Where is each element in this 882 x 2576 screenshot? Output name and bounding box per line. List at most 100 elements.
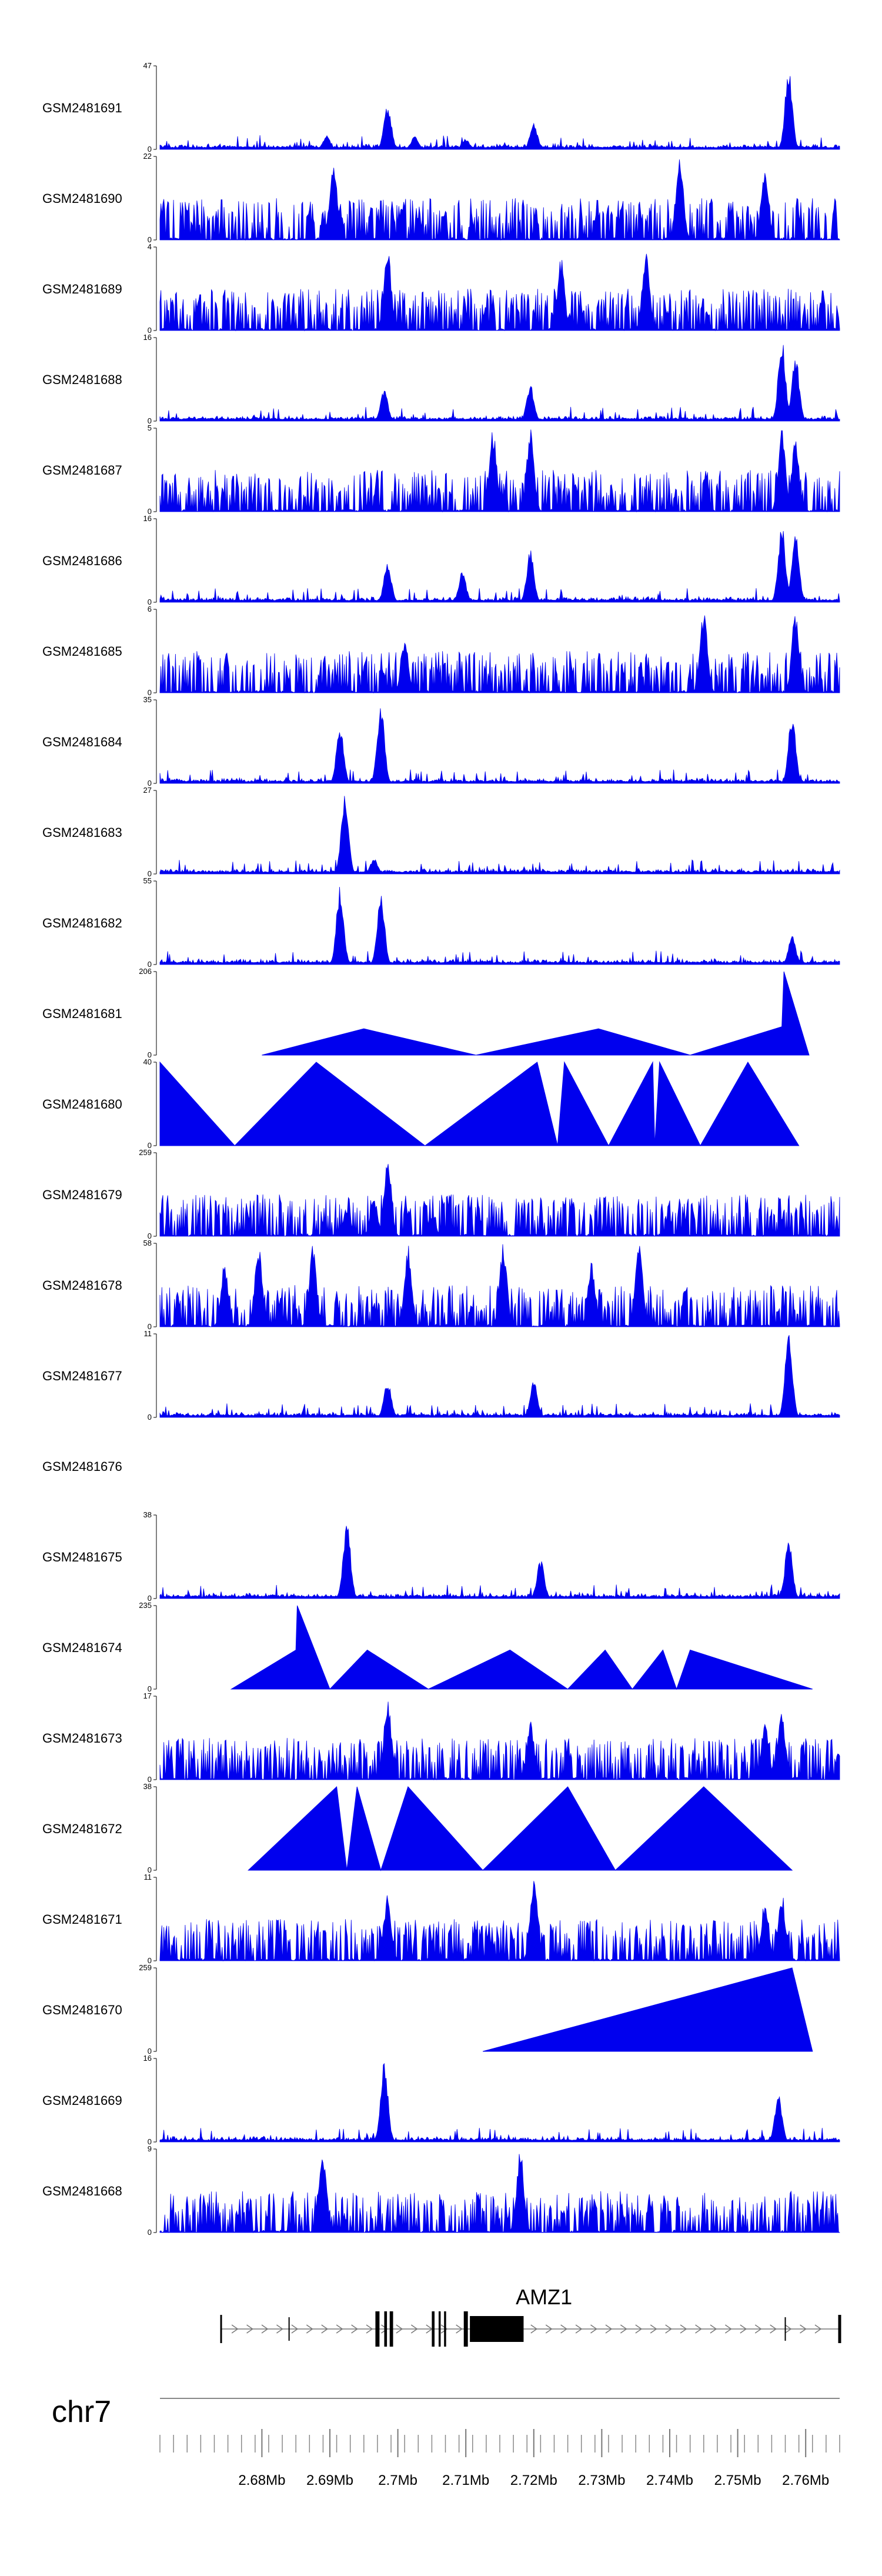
- y-axis-max-label: 16: [143, 2054, 152, 2063]
- coverage-area: [159, 615, 840, 694]
- strand-arrow: [800, 2324, 807, 2334]
- coverage-area: [159, 1244, 840, 1327]
- track-label: GSM2481673: [42, 1731, 122, 1746]
- coverage-area: [248, 1786, 793, 1871]
- axis-tick-label: 2.68Mb: [238, 2472, 285, 2488]
- strand-arrow: [620, 2324, 627, 2334]
- strand-arrow: [770, 2324, 777, 2334]
- y-axis-zero-label: 0: [148, 235, 152, 244]
- strand-arrow: [814, 2324, 822, 2334]
- strand-arrow: [740, 2324, 747, 2334]
- track-panels: GSM2481691470GSM2481690220GSM248168940GS…: [42, 61, 840, 2237]
- y-axis-zero-label: 0: [148, 1413, 152, 1422]
- y-axis-max-label: 16: [143, 333, 152, 342]
- strand-arrow: [306, 2324, 313, 2334]
- coverage-area: [159, 708, 840, 784]
- strand-arrow: [545, 2324, 553, 2334]
- track-GSM2481679: GSM2481679 259 0: [42, 1148, 840, 1240]
- track-label: GSM2481688: [42, 372, 122, 387]
- track-label: GSM2481670: [42, 2003, 122, 2017]
- y-axis-max-label: 235: [139, 1601, 152, 1610]
- track-label: GSM2481681: [42, 1006, 122, 1021]
- gene-exon: [470, 2316, 524, 2342]
- track-label: GSM2481682: [42, 916, 122, 930]
- y-axis-max-label: 259: [139, 1148, 152, 1157]
- coverage-area: [159, 345, 840, 422]
- strand-arrow: [710, 2324, 717, 2334]
- track-label: GSM2481685: [42, 644, 122, 659]
- y-axis-zero-label: 0: [148, 2137, 152, 2146]
- y-axis-zero-label: 0: [148, 416, 152, 425]
- y-axis-zero-label: 0: [148, 2228, 152, 2237]
- strand-arrow: [336, 2324, 343, 2334]
- coverage-area: [159, 429, 840, 513]
- coverage-area: [159, 530, 840, 603]
- y-axis-max-label: 35: [143, 695, 152, 704]
- axis-tick-label: 2.72Mb: [510, 2472, 557, 2488]
- y-axis-zero-label: 0: [148, 779, 152, 788]
- strand-arrow: [396, 2324, 403, 2334]
- gene-exon: [384, 2311, 387, 2347]
- genome-axis: chr7 2.68Mb 2.69Mb 2.7Mb 2.71Mb 2.72Mb 2.73Mb 2…: [52, 2395, 840, 2488]
- coverage-area: [159, 1526, 840, 1599]
- y-axis-max-label: 40: [143, 1057, 152, 1066]
- strand-arrow: [366, 2324, 373, 2334]
- track-GSM2481677: GSM2481677 11 0: [42, 1329, 840, 1422]
- track-GSM2481684: GSM2481684 35 0: [42, 695, 840, 788]
- strand-arrow: [351, 2324, 358, 2334]
- gene-name-label: AMZ1: [516, 2285, 572, 2309]
- track-GSM2481673: GSM2481673 17 0: [42, 1691, 840, 1784]
- y-axis-max-label: 4: [148, 242, 152, 251]
- track-label: GSM2481684: [42, 735, 122, 749]
- strand-arrow: [680, 2324, 687, 2334]
- strand-arrow: [560, 2324, 567, 2334]
- gene-exon: [438, 2311, 441, 2347]
- track-label: GSM2481676: [42, 1459, 122, 1474]
- track-label: GSM2481679: [42, 1187, 122, 1202]
- coverage-area: [159, 796, 840, 875]
- coverage-area: [159, 2154, 840, 2234]
- strand-arrow: [695, 2324, 702, 2334]
- track-label: GSM2481677: [42, 1369, 122, 1383]
- y-axis-max-label: 38: [143, 1782, 152, 1791]
- track-GSM2481688: GSM2481688 16 0: [42, 333, 840, 425]
- track-label: GSM2481683: [42, 825, 122, 840]
- track-label: GSM2481689: [42, 282, 122, 296]
- strand-arrow: [231, 2324, 239, 2334]
- track-label: GSM2481690: [42, 191, 122, 206]
- y-axis-zero-label: 0: [148, 145, 152, 154]
- track-label: GSM2481675: [42, 1550, 122, 1564]
- coverage-area: [159, 1881, 840, 1962]
- coverage-area: [159, 159, 840, 241]
- track-label: GSM2481671: [42, 1912, 122, 1927]
- track-GSM2481685: GSM2481685 6 0: [42, 605, 840, 697]
- strand-arrow: [456, 2324, 463, 2334]
- coverage-area: [262, 971, 810, 1056]
- track-GSM2481682: GSM2481682 55 0: [42, 876, 840, 969]
- track-label: GSM2481687: [42, 463, 122, 478]
- gene-exon: [375, 2311, 380, 2347]
- y-axis-zero-label: 0: [148, 1684, 152, 1693]
- coverage-area: [159, 1335, 840, 1418]
- strand-arrow: [605, 2324, 613, 2334]
- y-axis-max-label: 11: [144, 1329, 152, 1338]
- strand-arrow: [246, 2324, 253, 2334]
- track-GSM2481668: GSM2481668 9 0: [42, 2144, 840, 2237]
- track-label: GSM2481686: [42, 553, 122, 568]
- track-GSM2481690: GSM2481690 22 0: [42, 152, 840, 244]
- y-axis-max-label: 27: [143, 786, 152, 795]
- coverage-area: [159, 76, 840, 150]
- y-axis-zero-label: 0: [148, 326, 152, 335]
- strand-arrow: [410, 2324, 418, 2334]
- track-GSM2481674: GSM2481674 235 0: [42, 1601, 813, 1693]
- gene-region-track: AMZ1: [220, 2285, 841, 2347]
- y-axis-max-label: 47: [143, 61, 152, 70]
- track-GSM2481670: GSM2481670 259 0: [42, 1963, 813, 2056]
- y-axis-zero-label: 0: [148, 960, 152, 969]
- track-label: GSM2481674: [42, 1640, 122, 1655]
- coverage-area: [159, 253, 840, 332]
- strand-arrow: [754, 2324, 762, 2334]
- track-label: GSM2481672: [42, 1821, 122, 1836]
- strand-arrow: [650, 2324, 657, 2334]
- axis-tick-label: 2.76Mb: [782, 2472, 829, 2488]
